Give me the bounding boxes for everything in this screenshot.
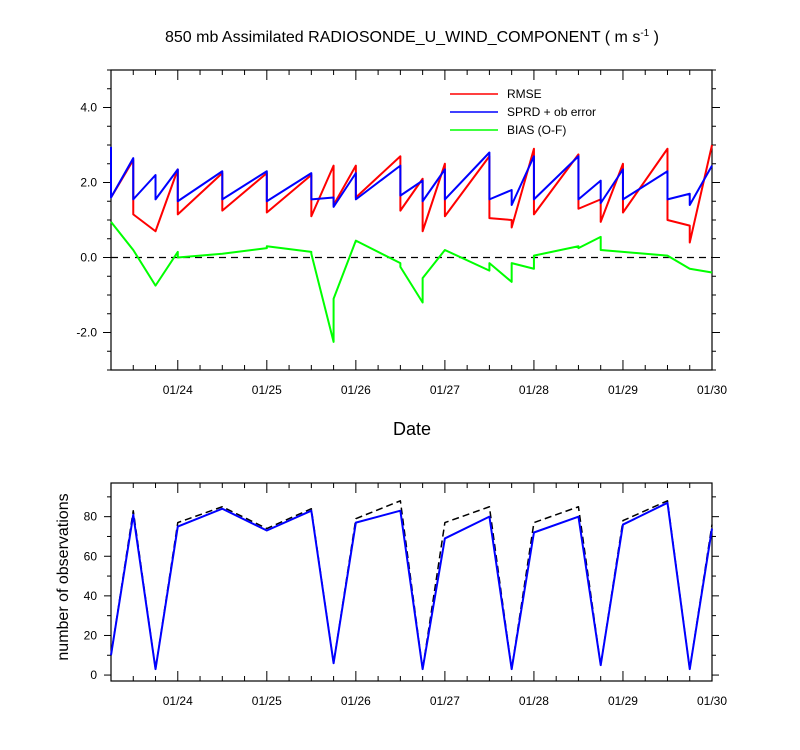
top-x-tick-label: 01/25 [252, 383, 282, 397]
top-y-tick-label: 2.0 [80, 176, 97, 190]
top-x-tick-label: 01/30 [697, 383, 727, 397]
bottom-y-tick-label: 0 [90, 668, 97, 682]
bottom-y-tick-label: 40 [84, 589, 98, 603]
bottom-x-tick-label: 01/25 [252, 694, 282, 708]
bottom-panel: 01/24 01/25 01/26 01/27 01/28 01/29 01/30 0 20 40… [55, 482, 727, 708]
bottom-x-tick-label: 01/24 [163, 694, 193, 708]
top-x-axis-label: Date [393, 419, 431, 439]
series-sprd-ob-error [110, 146, 713, 208]
top-x-tick-label: 01/29 [608, 383, 638, 397]
bottom-ticks: 01/24 01/25 01/26 01/27 01/28 01/29 01/30 0 20 40… [84, 483, 727, 708]
bottom-y-tick-label: 80 [84, 510, 98, 524]
bottom-x-tick-label: 01/29 [608, 694, 638, 708]
top-plot-frame [110, 69, 713, 371]
legend-label-rmse: RMSE [507, 87, 542, 101]
top-x-tick-label: 01/27 [430, 383, 460, 397]
top-panel: 01/24 01/25 01/26 01/27 01/28 01/29 01/30 -2.0 0… [76, 69, 727, 439]
top-y-tick-label: 4.0 [80, 101, 97, 115]
bottom-x-tick-label: 01/26 [341, 694, 371, 708]
top-legend: RMSE SPRD + ob error BIAS (O-F) [450, 87, 596, 137]
bottom-x-tick-label: 01/27 [430, 694, 460, 708]
bottom-y-tick-label: 20 [84, 628, 98, 642]
top-ticks: 01/24 01/25 01/26 01/27 01/28 01/29 01/30 -2.0 0… [76, 69, 727, 397]
bottom-y-tick-label: 60 [84, 549, 98, 563]
bottom-plot-frame [110, 482, 713, 682]
top-x-tick-label: 01/26 [341, 383, 371, 397]
legend-label-bias: BIAS (O-F) [507, 123, 566, 137]
bottom-x-tick-label: 01/28 [519, 694, 549, 708]
top-x-tick-label: 01/24 [163, 383, 193, 397]
series-rmse [110, 144, 713, 244]
series-bias-o-f [110, 221, 713, 343]
top-y-tick-label: 0.0 [80, 251, 97, 265]
series-observations-used [110, 501, 713, 671]
top-x-tick-label: 01/28 [519, 383, 549, 397]
top-series [110, 144, 713, 343]
bottom-series [110, 500, 713, 671]
bottom-x-tick-label: 01/30 [697, 694, 727, 708]
chart-title: 850 mb Assimilated RADIOSONDE_U_WIND_COM… [165, 28, 659, 46]
bottom-y-axis-label: number of observations [55, 493, 72, 660]
top-y-tick-label: -2.0 [76, 326, 97, 340]
legend-label-sprd: SPRD + ob error [507, 105, 596, 119]
